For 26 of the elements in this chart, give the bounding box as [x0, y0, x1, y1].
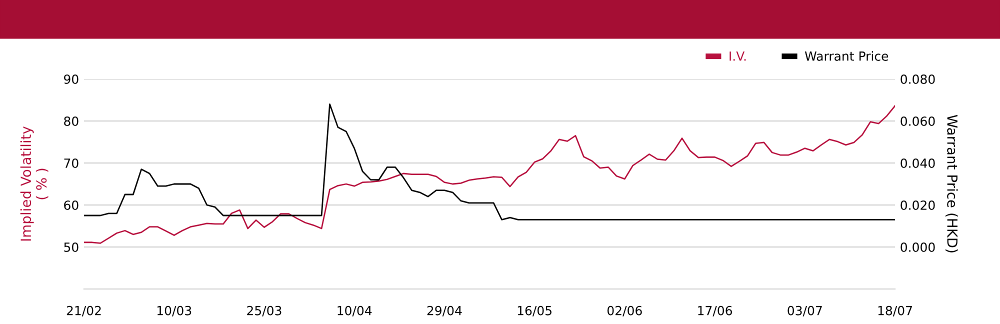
x-tick-label: 02/06: [607, 306, 642, 316]
y2-tick-label: 0.000: [900, 242, 935, 252]
y-tick-label: 80: [64, 116, 78, 126]
x-tick-label: 18/07: [878, 306, 912, 316]
y2-axis-title: Warrant Price (HKD): [945, 114, 958, 252]
y2-tick-label: 0.060: [900, 116, 935, 126]
y2-tick-label: 0.020: [900, 200, 935, 210]
x-tick-label: 21/02: [66, 306, 101, 316]
x-tick-label: 03/07: [788, 306, 822, 316]
legend-label: Warrant Price: [804, 51, 888, 61]
y-axis-title: Implied Volatility ( % ): [20, 126, 48, 241]
x-tick-label: 16/05: [518, 306, 552, 316]
x-tick-label: 10/03: [157, 306, 192, 316]
line-series: [84, 104, 895, 220]
x-tick-label: 17/06: [698, 306, 732, 316]
x-tick-label: 29/04: [427, 306, 462, 316]
x-tick-label: 25/03: [247, 306, 282, 316]
y2-tick-label: 0.040: [900, 158, 935, 168]
y-tick-label: 50: [64, 242, 78, 252]
y-tick-label: 90: [64, 74, 78, 84]
y-tick-label: 70: [64, 158, 78, 168]
line-series: [84, 105, 895, 244]
y2-tick-label: 0.080: [900, 74, 935, 84]
x-tick-label: 10/04: [338, 306, 372, 316]
y-tick-label: 60: [64, 200, 78, 210]
legend-label: I.V.: [730, 52, 746, 61]
